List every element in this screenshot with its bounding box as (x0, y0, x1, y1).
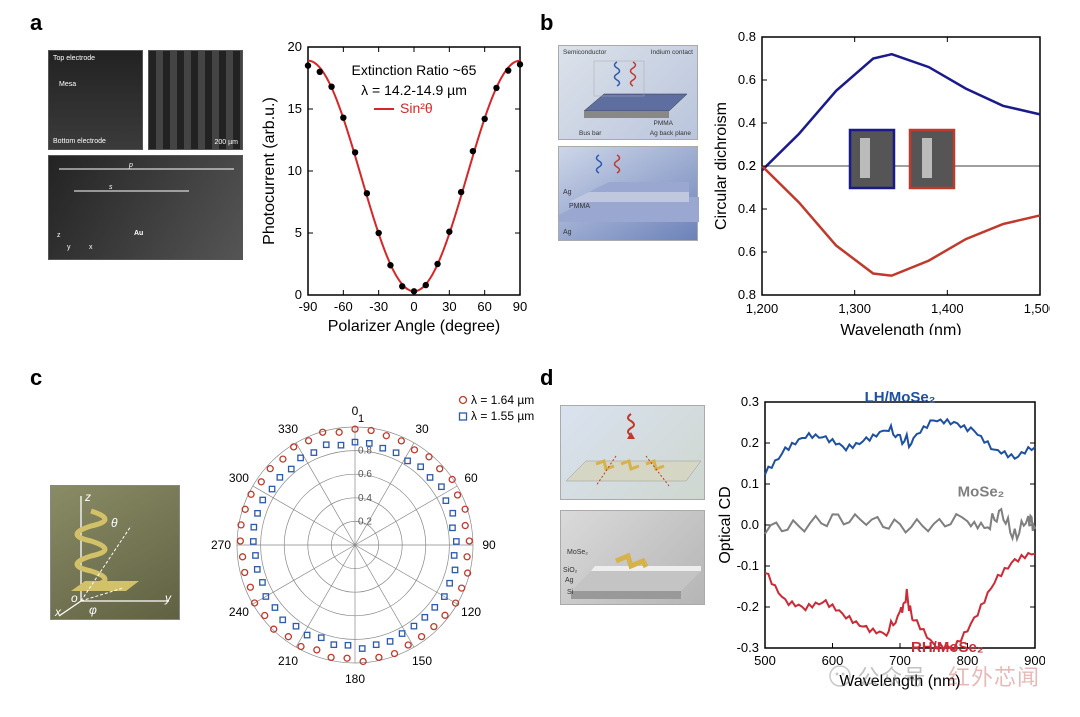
svg-text:120: 120 (461, 605, 481, 619)
svg-text:0: 0 (352, 404, 359, 418)
svg-text:-0.1: -0.1 (737, 558, 759, 573)
svg-text:0.4: 0.4 (738, 115, 756, 130)
sem-bottom: p s Au y x z (48, 155, 243, 260)
sem-top-left: Top electrode Mesa Bottom electrode (48, 50, 143, 150)
svg-text:-30: -30 (369, 299, 388, 314)
d-bot-svg (561, 511, 706, 606)
svg-text:RH/MoSe₂: RH/MoSe₂ (911, 639, 984, 656)
svg-text:60: 60 (477, 299, 491, 314)
svg-text:330: 330 (278, 422, 298, 436)
svg-text:0.2: 0.2 (738, 158, 756, 173)
svg-text:-0.3: -0.3 (737, 640, 759, 655)
svg-text:Wavelength (nm): Wavelength (nm) (840, 322, 961, 335)
svg-text:150: 150 (412, 654, 432, 668)
wechat-icon (828, 664, 852, 688)
svg-text:0: 0 (295, 287, 302, 302)
svg-text:15: 15 (288, 101, 302, 116)
svg-text:1,300: 1,300 (838, 301, 871, 316)
chart-a: -90-60-30030609005101520Polarizer Angle … (260, 35, 530, 335)
svg-text:0.8: 0.8 (738, 287, 756, 302)
svg-text:1,400: 1,400 (931, 301, 964, 316)
svg-text:0: 0 (410, 299, 417, 314)
sem-top-right: 200 µm (148, 50, 243, 150)
b-top-svg (559, 46, 699, 141)
svg-text:0.8: 0.8 (738, 29, 756, 44)
svg-text:0.0: 0.0 (741, 517, 759, 532)
svg-text:0.6: 0.6 (358, 469, 372, 480)
svg-text:180: 180 (345, 672, 365, 686)
svg-text:Circular dichroism: Circular dichroism (713, 102, 730, 230)
watermark: 公众号 · 红外芯闻 (828, 660, 1040, 692)
chart-d: 500600700800900-0.3-0.2-0.10.00.10.20.3W… (715, 390, 1045, 690)
panel-d-label: d (540, 365, 553, 391)
panel-a-label: a (30, 10, 42, 36)
svg-text:MoSe₂: MoSe₂ (958, 483, 1005, 500)
chart-c-polar: 0.20.40.60.81030609012015018021024027030… (195, 385, 535, 695)
svg-text:30: 30 (442, 299, 456, 314)
schematic-d-bot: MoSe₂ SiO₂ Ag Si (560, 510, 705, 605)
svg-text:300: 300 (229, 471, 249, 485)
svg-text:210: 210 (278, 654, 298, 668)
svg-text:Polarizer Angle (degree): Polarizer Angle (degree) (328, 318, 501, 335)
panel-a: a Top electrode Mesa Bottom electrode 20… (30, 10, 540, 355)
svg-text:240: 240 (229, 605, 249, 619)
svg-text:0.6: 0.6 (738, 72, 756, 87)
svg-text:1,500: 1,500 (1024, 301, 1050, 316)
panel-c-helix: z θ y x φ o (50, 485, 180, 620)
svg-text:60: 60 (464, 471, 478, 485)
svg-text:1,200: 1,200 (746, 301, 779, 316)
svg-text:270: 270 (211, 538, 231, 552)
svg-text:-0.2: -0.2 (737, 599, 759, 614)
sem-arrows (49, 161, 244, 261)
svg-text:1: 1 (358, 413, 364, 425)
svg-text:Extinction Ratio ~65: Extinction Ratio ~65 (352, 62, 477, 78)
svg-text:90: 90 (513, 299, 527, 314)
panel-c: c z θ y x φ o 0.20.40.60.81 (30, 365, 540, 700)
svg-text:λ = 1.64 µm: λ = 1.64 µm (471, 393, 534, 407)
svg-text:Optical CD: Optical CD (717, 486, 734, 563)
svg-text:0.3: 0.3 (741, 394, 759, 409)
watermark-prefix: 公众号 · (858, 660, 942, 692)
watermark-name: 红外芯闻 (948, 660, 1040, 692)
chart-b: 1,2001,3001,4001,5000.20.20.40.40.60.60.… (710, 25, 1050, 335)
svg-text:Photocurrent (arb.u.): Photocurrent (arb.u.) (261, 97, 278, 245)
panel-b-schematics: Semiconductor Indium contact Bus bar Ag … (558, 45, 698, 245)
svg-text:90: 90 (482, 538, 496, 552)
svg-text:30: 30 (415, 422, 429, 436)
panel-b: b Semiconductor Indium contact Bus bar A… (540, 10, 1050, 355)
svg-text:0.1: 0.1 (741, 476, 759, 491)
top-row: a Top electrode Mesa Bottom electrode 20… (30, 10, 1050, 355)
svg-text:0.4: 0.4 (738, 201, 756, 216)
svg-text:-60: -60 (334, 299, 353, 314)
schematic-b-bot: Ag PMMA Ag (558, 146, 698, 241)
svg-text:λ = 14.2-14.9 µm: λ = 14.2-14.9 µm (361, 82, 467, 98)
panel-d: d (540, 365, 1050, 700)
panel-d-schematics: MoSe₂ SiO₂ Ag Si (560, 405, 705, 610)
svg-text:20: 20 (288, 39, 302, 54)
b-bot-svg (559, 147, 699, 242)
svg-text:500: 500 (754, 653, 776, 668)
svg-text:LH/MoSe₂: LH/MoSe₂ (865, 390, 936, 406)
svg-text:0.8: 0.8 (358, 446, 372, 457)
svg-text:10: 10 (288, 163, 302, 178)
svg-text:5: 5 (295, 225, 302, 240)
schematic-d-top (560, 405, 705, 500)
svg-text:0.2: 0.2 (741, 435, 759, 450)
figure-grid: a Top electrode Mesa Bottom electrode 20… (0, 0, 1080, 717)
panel-a-sem-images: Top electrode Mesa Bottom electrode 200 … (48, 50, 248, 260)
bottom-row: c z θ y x φ o 0.2 0.4 0.6 0.8 1 (30, 355, 1050, 700)
panel-b-label: b (540, 10, 553, 36)
schematic-b-top: Semiconductor Indium contact Bus bar Ag … (558, 45, 698, 140)
svg-text:Sin²θ: Sin²θ (400, 100, 433, 116)
svg-text:0.6: 0.6 (738, 244, 756, 259)
svg-text:λ = 1.55 µm: λ = 1.55 µm (471, 409, 534, 423)
panel-c-label: c (30, 365, 42, 391)
d-top-svg (561, 406, 706, 501)
svg-text:0.4: 0.4 (358, 493, 372, 504)
